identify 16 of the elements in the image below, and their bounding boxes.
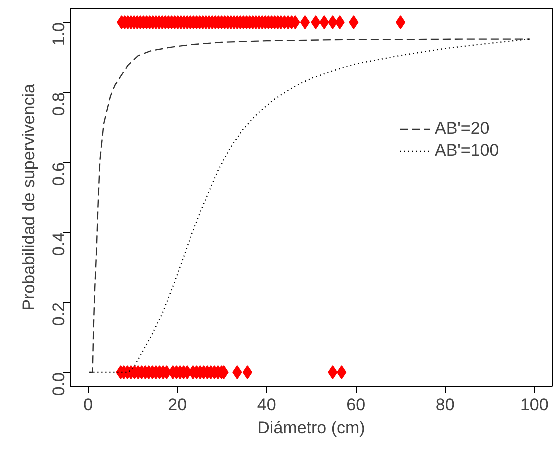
x-tick-label: 100	[520, 396, 549, 414]
y-tick-label: 0.2	[50, 302, 68, 326]
y-tick-label: 0.6	[50, 162, 68, 186]
x-tick-label: 0	[84, 396, 94, 414]
y-tick-label: 0.0	[50, 372, 68, 396]
y-tick-label: 0.8	[50, 92, 68, 116]
x-tick-label: 40	[257, 396, 276, 414]
x-tick-label: 20	[168, 396, 188, 414]
legend-label: AB'=100	[435, 141, 500, 161]
x-tick-label: 80	[436, 396, 455, 414]
x-axis-title: Diámetro (cm)	[258, 418, 366, 438]
y-axis-title: Probabilidad de supervivencia	[20, 84, 38, 311]
legend-label: AB'=20	[435, 119, 490, 139]
x-tick-label: 60	[346, 396, 366, 414]
y-tick-label: 1.0	[50, 22, 68, 46]
y-tick-label: 0.4	[50, 232, 68, 256]
